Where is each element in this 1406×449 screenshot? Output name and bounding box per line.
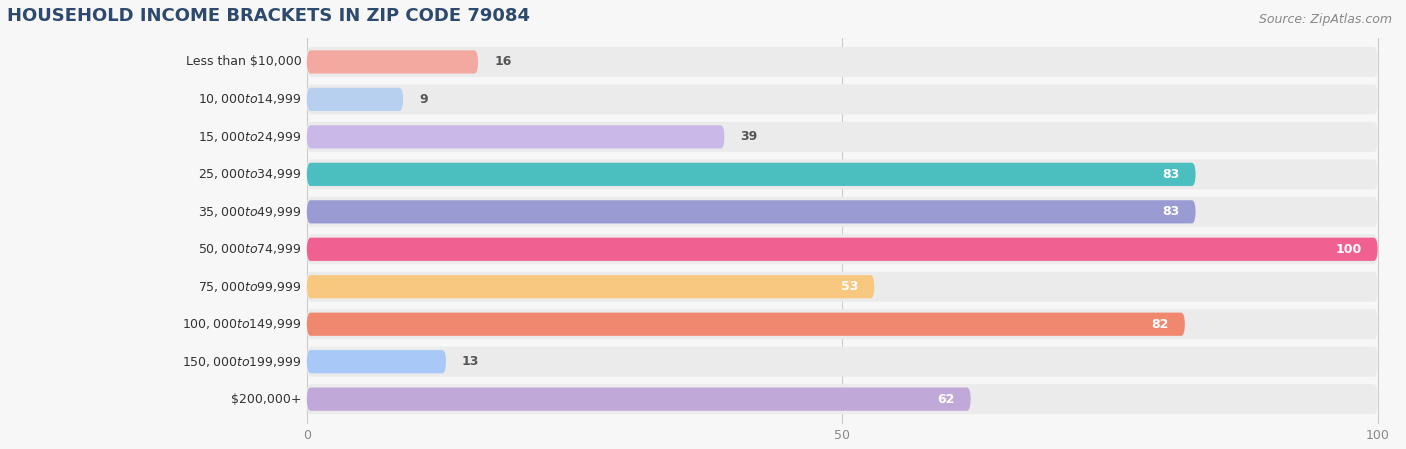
Text: 16: 16 xyxy=(494,56,512,68)
FancyBboxPatch shape xyxy=(307,350,446,373)
FancyBboxPatch shape xyxy=(307,47,1378,77)
Text: Source: ZipAtlas.com: Source: ZipAtlas.com xyxy=(1258,13,1392,26)
Text: 83: 83 xyxy=(1163,168,1180,181)
FancyBboxPatch shape xyxy=(307,197,1378,227)
FancyBboxPatch shape xyxy=(307,238,1378,261)
Text: $200,000+: $200,000+ xyxy=(231,392,301,405)
Text: $50,000 to $74,999: $50,000 to $74,999 xyxy=(198,242,301,256)
Text: 39: 39 xyxy=(741,130,758,143)
FancyBboxPatch shape xyxy=(307,88,404,111)
FancyBboxPatch shape xyxy=(307,275,875,299)
Text: 82: 82 xyxy=(1152,318,1168,331)
Text: $150,000 to $199,999: $150,000 to $199,999 xyxy=(181,355,301,369)
FancyBboxPatch shape xyxy=(307,313,1185,336)
FancyBboxPatch shape xyxy=(307,84,1378,114)
FancyBboxPatch shape xyxy=(307,347,1378,377)
FancyBboxPatch shape xyxy=(307,163,1195,186)
FancyBboxPatch shape xyxy=(307,234,1378,264)
Text: 13: 13 xyxy=(463,355,479,368)
Text: $10,000 to $14,999: $10,000 to $14,999 xyxy=(198,92,301,106)
Text: 100: 100 xyxy=(1336,243,1361,256)
Text: $35,000 to $49,999: $35,000 to $49,999 xyxy=(198,205,301,219)
FancyBboxPatch shape xyxy=(307,125,724,149)
FancyBboxPatch shape xyxy=(307,387,970,411)
Text: 9: 9 xyxy=(419,93,427,106)
FancyBboxPatch shape xyxy=(307,272,1378,302)
FancyBboxPatch shape xyxy=(307,159,1378,189)
FancyBboxPatch shape xyxy=(307,122,1378,152)
Text: $100,000 to $149,999: $100,000 to $149,999 xyxy=(181,317,301,331)
Text: $25,000 to $34,999: $25,000 to $34,999 xyxy=(198,167,301,181)
Text: $75,000 to $99,999: $75,000 to $99,999 xyxy=(198,280,301,294)
Text: 62: 62 xyxy=(938,392,955,405)
Text: HOUSEHOLD INCOME BRACKETS IN ZIP CODE 79084: HOUSEHOLD INCOME BRACKETS IN ZIP CODE 79… xyxy=(7,7,530,25)
Text: 53: 53 xyxy=(841,280,858,293)
Text: $15,000 to $24,999: $15,000 to $24,999 xyxy=(198,130,301,144)
FancyBboxPatch shape xyxy=(307,384,1378,414)
FancyBboxPatch shape xyxy=(307,200,1195,224)
FancyBboxPatch shape xyxy=(307,309,1378,339)
Text: Less than $10,000: Less than $10,000 xyxy=(186,56,301,68)
Text: 83: 83 xyxy=(1163,205,1180,218)
FancyBboxPatch shape xyxy=(307,50,478,74)
